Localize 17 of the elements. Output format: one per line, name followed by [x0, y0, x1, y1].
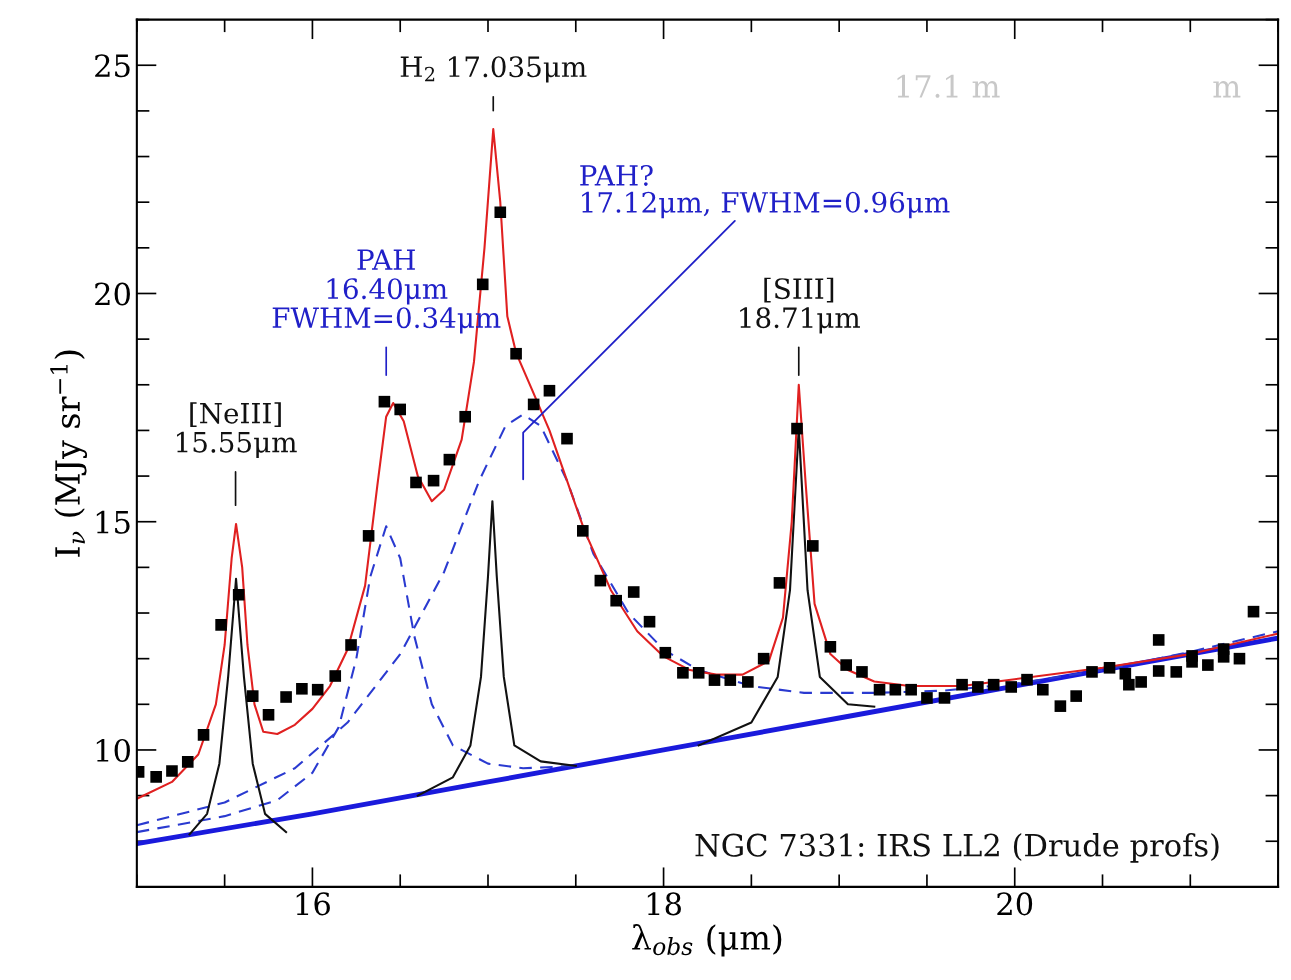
line-series: [188, 577, 288, 836]
x-tick-label: 16: [296, 892, 330, 916]
y-tick-label: 10: [96, 738, 130, 762]
annotation: PAH? 17.12μm, FWHM=0.96μm: [580, 164, 950, 219]
line-series: [416, 500, 577, 797]
line-series: [136, 128, 1279, 800]
x-axis-title: λ$_{obs}$ (μm): [632, 924, 782, 957]
annotation: H$_{2}$ 17.035μm: [400, 56, 587, 83]
x-tick-label: 18: [647, 892, 681, 916]
x-tick-label: 20: [997, 892, 1033, 916]
y-axis-title: I$_{ν}$ (MJy sr$^{−1}$): [50, 350, 88, 557]
annotation: NGC 7331: IRS LL2 (Drude profs): [695, 833, 1219, 863]
y-tick-label: 20: [95, 282, 130, 306]
annotation: [SIII] 18.71μm: [740, 277, 860, 334]
y-tick-label: 15: [96, 510, 130, 534]
annotation: [NeIII] 15.55μm: [177, 402, 297, 459]
y-tick-label: 25: [95, 54, 130, 78]
